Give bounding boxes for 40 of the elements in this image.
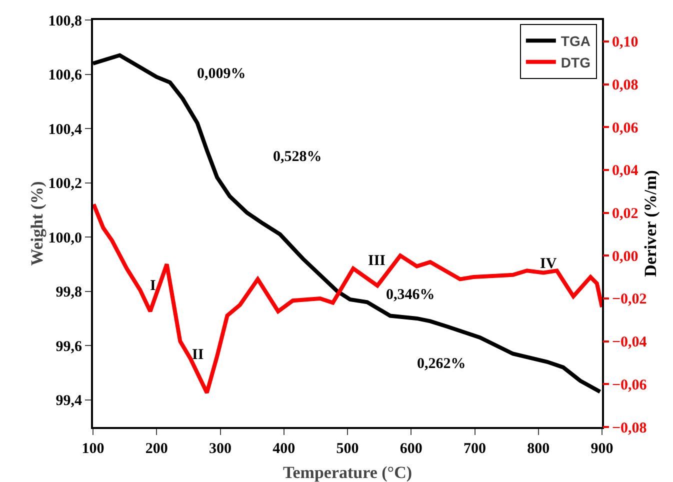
x-tick-label: 500 — [336, 441, 359, 457]
y-tick-label: 100,8 — [48, 13, 82, 30]
y-tick-label: 100,2 — [48, 176, 82, 192]
annotation: 0,346% — [386, 287, 435, 303]
x-tick-label: 900 — [590, 441, 614, 457]
legend-label: DTG — [560, 54, 591, 70]
x-tick-label: 200 — [145, 441, 168, 457]
y-tick-label: 100,0 — [48, 230, 82, 246]
annotation: 0,009% — [197, 66, 246, 82]
x-tick-label: 300 — [209, 441, 232, 457]
y2-tick-label: 0,06 — [612, 120, 639, 136]
y2-tick-label: 0,02 — [612, 206, 638, 222]
y2-tick-label: 0,00 — [612, 248, 638, 265]
annotation: III — [368, 253, 386, 269]
y-tick-label: 100,6 — [48, 68, 82, 84]
y2-tick-label: 0,08 — [612, 78, 638, 94]
legend-label: TGA — [560, 33, 590, 50]
y2-tick-label: 0,04 — [612, 163, 639, 180]
x-tick-label: 700 — [464, 441, 486, 457]
y-tick-label: 99,8 — [56, 284, 82, 301]
x-axis-title: Temperature (°C) — [282, 463, 412, 482]
y-tick-label: 99,6 — [56, 338, 82, 355]
y2-tick-label: −0,06 — [612, 377, 648, 394]
y2-tick-label: 0,10 — [612, 34, 638, 51]
y2-tick-label: −0,04 — [612, 334, 648, 351]
y-tick-label: 99,4 — [56, 393, 82, 410]
annotation: IV — [540, 256, 557, 272]
y2-axis-title: Deriver (%/m) — [640, 170, 660, 277]
x-tick-label: 800 — [527, 441, 550, 457]
y2-tick-label: −0,02 — [612, 292, 647, 308]
annotation: 0,262% — [417, 356, 466, 372]
annotation: 0,528% — [273, 149, 322, 165]
y-tick-label: 100,4 — [48, 122, 82, 138]
y-axis-title: Weight (%) — [27, 181, 46, 266]
x-tick-label: 600 — [400, 441, 422, 457]
x-tick-label: 400 — [272, 441, 296, 457]
annotation: II — [192, 347, 204, 363]
y2-tick-label: −0,08 — [612, 420, 647, 436]
x-tick-label: 100 — [82, 441, 104, 457]
annotation: I — [150, 278, 156, 294]
